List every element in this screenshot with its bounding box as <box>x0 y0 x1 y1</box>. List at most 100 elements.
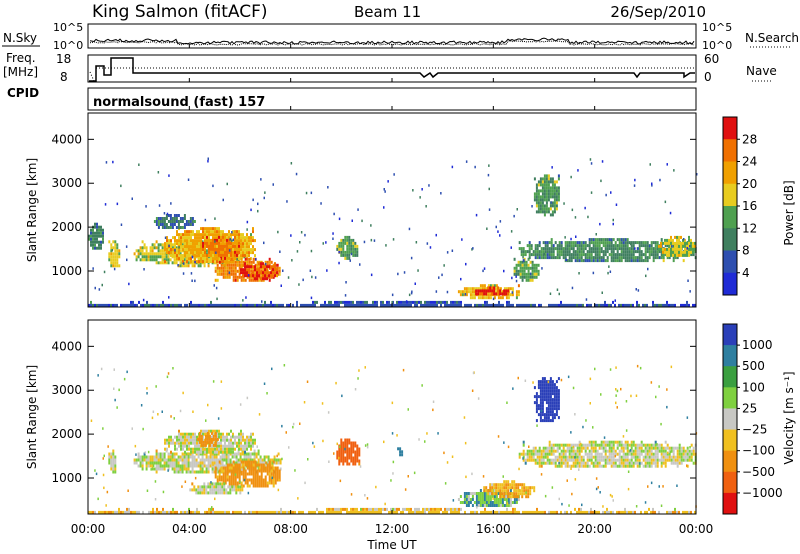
echo-cell <box>238 303 240 307</box>
echo-cell <box>225 452 228 456</box>
echo-cell <box>551 401 554 405</box>
echo-cell <box>588 452 591 456</box>
echo-cell <box>217 482 220 486</box>
echo-cell <box>568 446 571 450</box>
power-frame <box>87 112 697 308</box>
echo-cell <box>159 252 162 256</box>
echo-cell <box>340 238 343 242</box>
echo-cell <box>479 492 482 495</box>
echo-cell <box>269 458 272 462</box>
echo-cell <box>201 461 204 465</box>
echo-cell <box>226 266 229 270</box>
echo-cell <box>194 447 196 451</box>
echo-cell <box>346 250 349 254</box>
echo-cell <box>535 419 538 423</box>
echo-cell <box>555 195 558 199</box>
echo-cell <box>572 449 575 453</box>
echo-cell <box>182 432 184 436</box>
echo-cell <box>505 287 508 291</box>
echo-cell <box>248 484 251 488</box>
echo-cell <box>543 207 546 211</box>
echo-cell <box>139 461 142 465</box>
echo-cell <box>252 438 254 442</box>
echo-cell <box>530 253 533 257</box>
echo-cell <box>112 255 115 259</box>
echo-cell <box>230 266 233 270</box>
echo-cell <box>223 485 226 489</box>
echo-cell <box>618 464 621 468</box>
echo-cell <box>507 492 510 496</box>
echo-cell <box>220 269 223 273</box>
echo-cell <box>218 266 221 270</box>
echo-cell <box>257 458 260 462</box>
echo-cell <box>483 498 486 501</box>
echo-speckle <box>391 301 393 304</box>
echo-cell <box>678 250 680 254</box>
echo-cell <box>574 250 577 254</box>
echo-cell <box>267 458 270 462</box>
echo-speckle <box>570 237 572 241</box>
noise-left-label: N.Sky <box>3 31 37 45</box>
echo-cell <box>274 265 276 269</box>
echo-cell <box>634 446 637 450</box>
echo-cell <box>254 277 256 281</box>
echo-cell <box>272 275 275 279</box>
echo-cell <box>528 458 531 462</box>
echo-cell <box>143 455 146 459</box>
echo-cell <box>171 461 174 465</box>
echo-cell <box>527 486 530 490</box>
echo-cell <box>620 244 623 248</box>
echo-cell <box>539 416 542 420</box>
echo-cell <box>555 392 558 396</box>
echo-cell <box>414 303 416 307</box>
echo-cell <box>252 278 255 282</box>
echo-cell <box>225 464 228 468</box>
echo-cell <box>664 247 666 251</box>
echo-cell <box>656 250 659 254</box>
echo-cell <box>676 458 679 462</box>
echo-speckle <box>488 187 490 191</box>
echo-speckle <box>629 242 632 246</box>
echo-cell <box>467 492 470 495</box>
echo-cell <box>538 241 541 245</box>
echo-cell <box>562 452 565 456</box>
echo-cell <box>206 434 209 438</box>
echo-cell <box>608 241 611 245</box>
echo-cell <box>479 292 482 296</box>
echo-speckle <box>126 258 128 262</box>
echo-cell <box>692 247 694 251</box>
echo-cell <box>145 455 148 459</box>
echo-cell <box>94 234 96 238</box>
echo-cell <box>174 254 176 258</box>
echo-cell <box>620 250 623 254</box>
echo-cell <box>216 278 219 282</box>
echo-speckle <box>373 239 376 242</box>
echo-cell <box>192 248 194 252</box>
echo-cell <box>560 244 563 248</box>
echo-cell <box>574 259 577 263</box>
echo-cell <box>250 260 253 264</box>
echo-cell <box>555 413 558 417</box>
echo-cell <box>237 485 240 489</box>
echo-cell <box>535 392 538 396</box>
echo-cell <box>491 501 494 504</box>
echo-cell <box>200 440 203 444</box>
echo-cell <box>92 303 94 307</box>
echo-cell <box>198 447 200 451</box>
echo-cell <box>159 249 162 253</box>
echo-cell <box>148 303 150 307</box>
echo-cell <box>173 455 176 459</box>
echo-cell <box>200 450 202 454</box>
echo-cell <box>541 192 544 196</box>
echo-cell <box>132 300 134 304</box>
echo-cell <box>161 458 164 462</box>
echo-cell <box>184 242 186 246</box>
echo-speckle <box>263 196 265 200</box>
echo-cell <box>278 469 281 473</box>
echo-cell <box>183 261 186 265</box>
echo-cell <box>636 455 639 459</box>
echo-cell <box>501 292 504 296</box>
echo-cell <box>228 230 230 234</box>
echo-cell <box>624 247 627 251</box>
echo-cell <box>224 275 227 279</box>
